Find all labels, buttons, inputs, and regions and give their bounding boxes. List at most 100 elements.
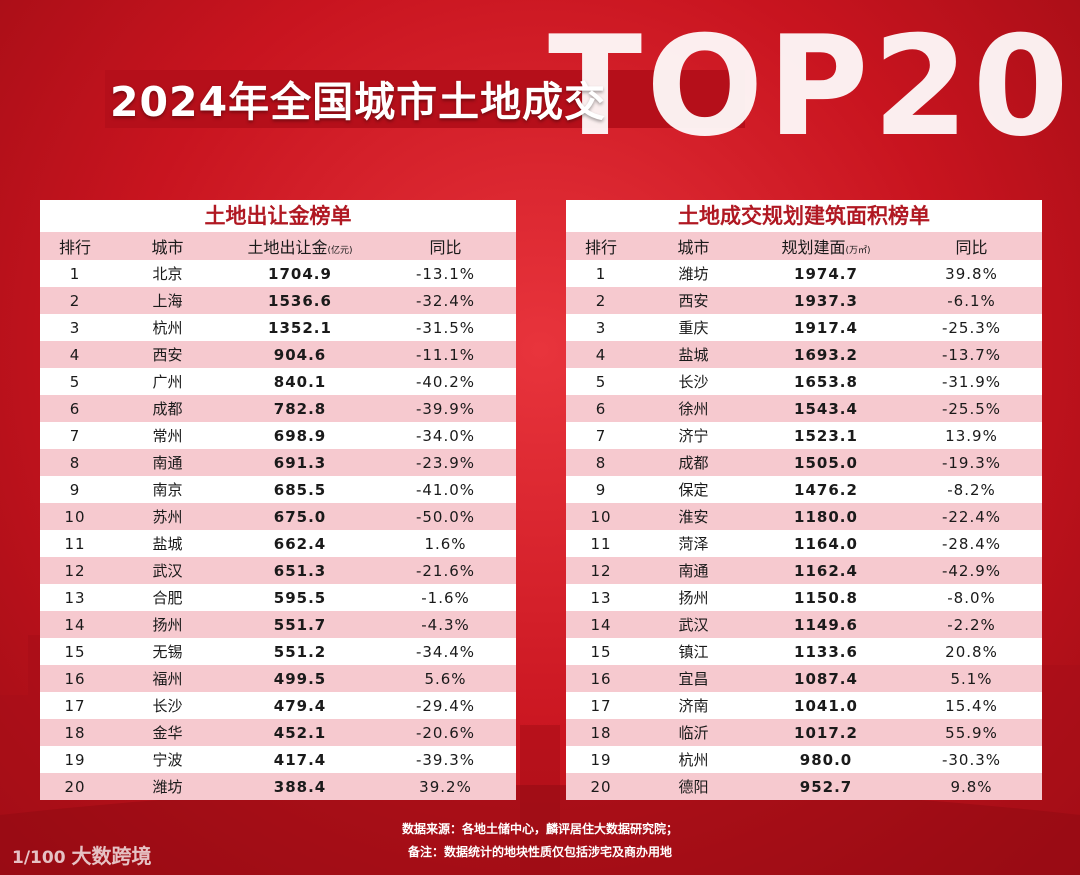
table-row: 20 德阳 952.7 9.8% — [566, 773, 1042, 800]
footer-note: 备注：数据统计的地块性质仅包括涉宅及商办用地 — [407, 845, 672, 859]
table-row: 14 扬州 551.7 -4.3% — [40, 611, 516, 638]
table-row: 1 北京 1704.9 -13.1% — [40, 260, 516, 287]
yoy-cell: -11.1% — [375, 341, 516, 368]
city-cell: 常州 — [110, 422, 225, 449]
table-row: 4 盐城 1693.2 -13.7% — [566, 341, 1042, 368]
table-row: 15 镇江 1133.6 20.8% — [566, 638, 1042, 665]
value-cell: 1704.9 — [225, 260, 375, 287]
yoy-cell: -4.3% — [375, 611, 516, 638]
value-cell: 698.9 — [225, 422, 375, 449]
city-cell: 南京 — [110, 476, 225, 503]
city-cell: 上海 — [110, 287, 225, 314]
city-cell: 福州 — [110, 665, 225, 692]
col-value-label: 土地出让金 — [247, 238, 328, 257]
rank-cell: 18 — [566, 719, 636, 746]
value-cell: 1536.6 — [225, 287, 375, 314]
rank-cell: 6 — [566, 395, 636, 422]
table-row: 7 常州 698.9 -34.0% — [40, 422, 516, 449]
table-row: 17 长沙 479.4 -29.4% — [40, 692, 516, 719]
col-value-unit: (万㎡) — [845, 246, 871, 256]
brand-logo: 1/100 大数跨境 — [12, 840, 152, 869]
city-cell: 淮安 — [636, 503, 751, 530]
rank-cell: 11 — [40, 530, 110, 557]
table-row: 6 徐州 1543.4 -25.5% — [566, 395, 1042, 422]
value-cell: 1917.4 — [751, 314, 901, 341]
col-rank: 排行 — [40, 232, 110, 260]
table-row: 9 南京 685.5 -41.0% — [40, 476, 516, 503]
city-cell: 广州 — [110, 368, 225, 395]
city-cell: 扬州 — [636, 584, 751, 611]
city-cell: 南通 — [110, 449, 225, 476]
yoy-cell: -13.1% — [375, 260, 516, 287]
table-row: 2 西安 1937.3 -6.1% — [566, 287, 1042, 314]
table-row: 4 西安 904.6 -11.1% — [40, 341, 516, 368]
table-header-row: 排行 城市 土地出让金(亿元) 同比 — [40, 232, 516, 260]
rank-cell: 12 — [40, 557, 110, 584]
land-revenue-rows: 1 北京 1704.9 -13.1% 2 上海 1536.6 -32.4% 3 杭州 1352.1-… — [40, 260, 516, 800]
yoy-cell: -40.2% — [375, 368, 516, 395]
yoy-cell: -41.0% — [375, 476, 516, 503]
rank-cell: 12 — [566, 557, 636, 584]
rank-cell: 10 — [566, 503, 636, 530]
yoy-cell: 39.2% — [375, 773, 516, 800]
yoy-cell: -31.5% — [375, 314, 516, 341]
value-cell: 479.4 — [225, 692, 375, 719]
value-cell: 1505.0 — [751, 449, 901, 476]
city-cell: 合肥 — [110, 584, 225, 611]
city-cell: 西安 — [636, 287, 751, 314]
table-row: 13 合肥 595.5 -1.6% — [40, 584, 516, 611]
col-city: 城市 — [636, 232, 751, 260]
col-value: 土地出让金(亿元) — [225, 232, 375, 260]
city-cell: 镇江 — [636, 638, 751, 665]
col-city: 城市 — [110, 232, 225, 260]
yoy-cell: 20.8% — [901, 638, 1042, 665]
city-cell: 盐城 — [110, 530, 225, 557]
table-row: 11 盐城 662.4 1.6% — [40, 530, 516, 557]
rank-cell: 3 — [40, 314, 110, 341]
land-revenue-table: 排行 城市 土地出让金(亿元) 同比 1 北京 1704.9 -13.1% 2 上海 153… — [40, 232, 516, 800]
table-row: 19 宁波 417.4 -39.3% — [40, 746, 516, 773]
city-cell: 苏州 — [110, 503, 225, 530]
table-row: 6 成都 782.8 -39.9% — [40, 395, 516, 422]
value-cell: 1974.7 — [751, 260, 901, 287]
value-cell: 662.4 — [225, 530, 375, 557]
table-row: 10 苏州 675.0 -50.0% — [40, 503, 516, 530]
city-cell: 济宁 — [636, 422, 751, 449]
table-row: 10 淮安 1180.0 -22.4% — [566, 503, 1042, 530]
yoy-cell: -31.9% — [901, 368, 1042, 395]
city-cell: 潍坊 — [636, 260, 751, 287]
col-rank: 排行 — [566, 232, 636, 260]
value-cell: 551.2 — [225, 638, 375, 665]
page-title: 2024年全国城市土地成交 — [110, 78, 607, 126]
rank-cell: 5 — [566, 368, 636, 395]
rank-cell: 7 — [566, 422, 636, 449]
table-row: 8 成都 1505.0 -19.3% — [566, 449, 1042, 476]
yoy-cell: -39.3% — [375, 746, 516, 773]
rank-cell: 4 — [566, 341, 636, 368]
city-cell: 临沂 — [636, 719, 751, 746]
value-cell: 952.7 — [751, 773, 901, 800]
rank-cell: 16 — [566, 665, 636, 692]
yoy-cell: -25.3% — [901, 314, 1042, 341]
value-cell: 551.7 — [225, 611, 375, 638]
yoy-cell: -19.3% — [901, 449, 1042, 476]
rank-cell: 9 — [566, 476, 636, 503]
city-cell: 济南 — [636, 692, 751, 719]
value-cell: 1164.0 — [751, 530, 901, 557]
rank-cell: 17 — [40, 692, 110, 719]
land-revenue-title: 土地出让金榜单 — [40, 200, 516, 232]
value-cell: 1133.6 — [751, 638, 901, 665]
value-cell: 1653.8 — [751, 368, 901, 395]
yoy-cell: -28.4% — [901, 530, 1042, 557]
yoy-cell: -29.4% — [375, 692, 516, 719]
table-row: 19 杭州 980.0 -30.3% — [566, 746, 1042, 773]
yoy-cell: -13.7% — [901, 341, 1042, 368]
yoy-cell: -25.5% — [901, 395, 1042, 422]
rank-cell: 7 — [40, 422, 110, 449]
yoy-cell: -8.0% — [901, 584, 1042, 611]
city-cell: 宁波 — [110, 746, 225, 773]
rank-cell: 5 — [40, 368, 110, 395]
floor-area-panel: 土地成交规划建筑面积榜单 排行 城市 规划建面(万㎡) 同比 1 潍坊 1974.7… — [566, 200, 1042, 800]
floor-area-title: 土地成交规划建筑面积榜单 — [566, 200, 1042, 232]
col-yoy: 同比 — [901, 232, 1042, 260]
